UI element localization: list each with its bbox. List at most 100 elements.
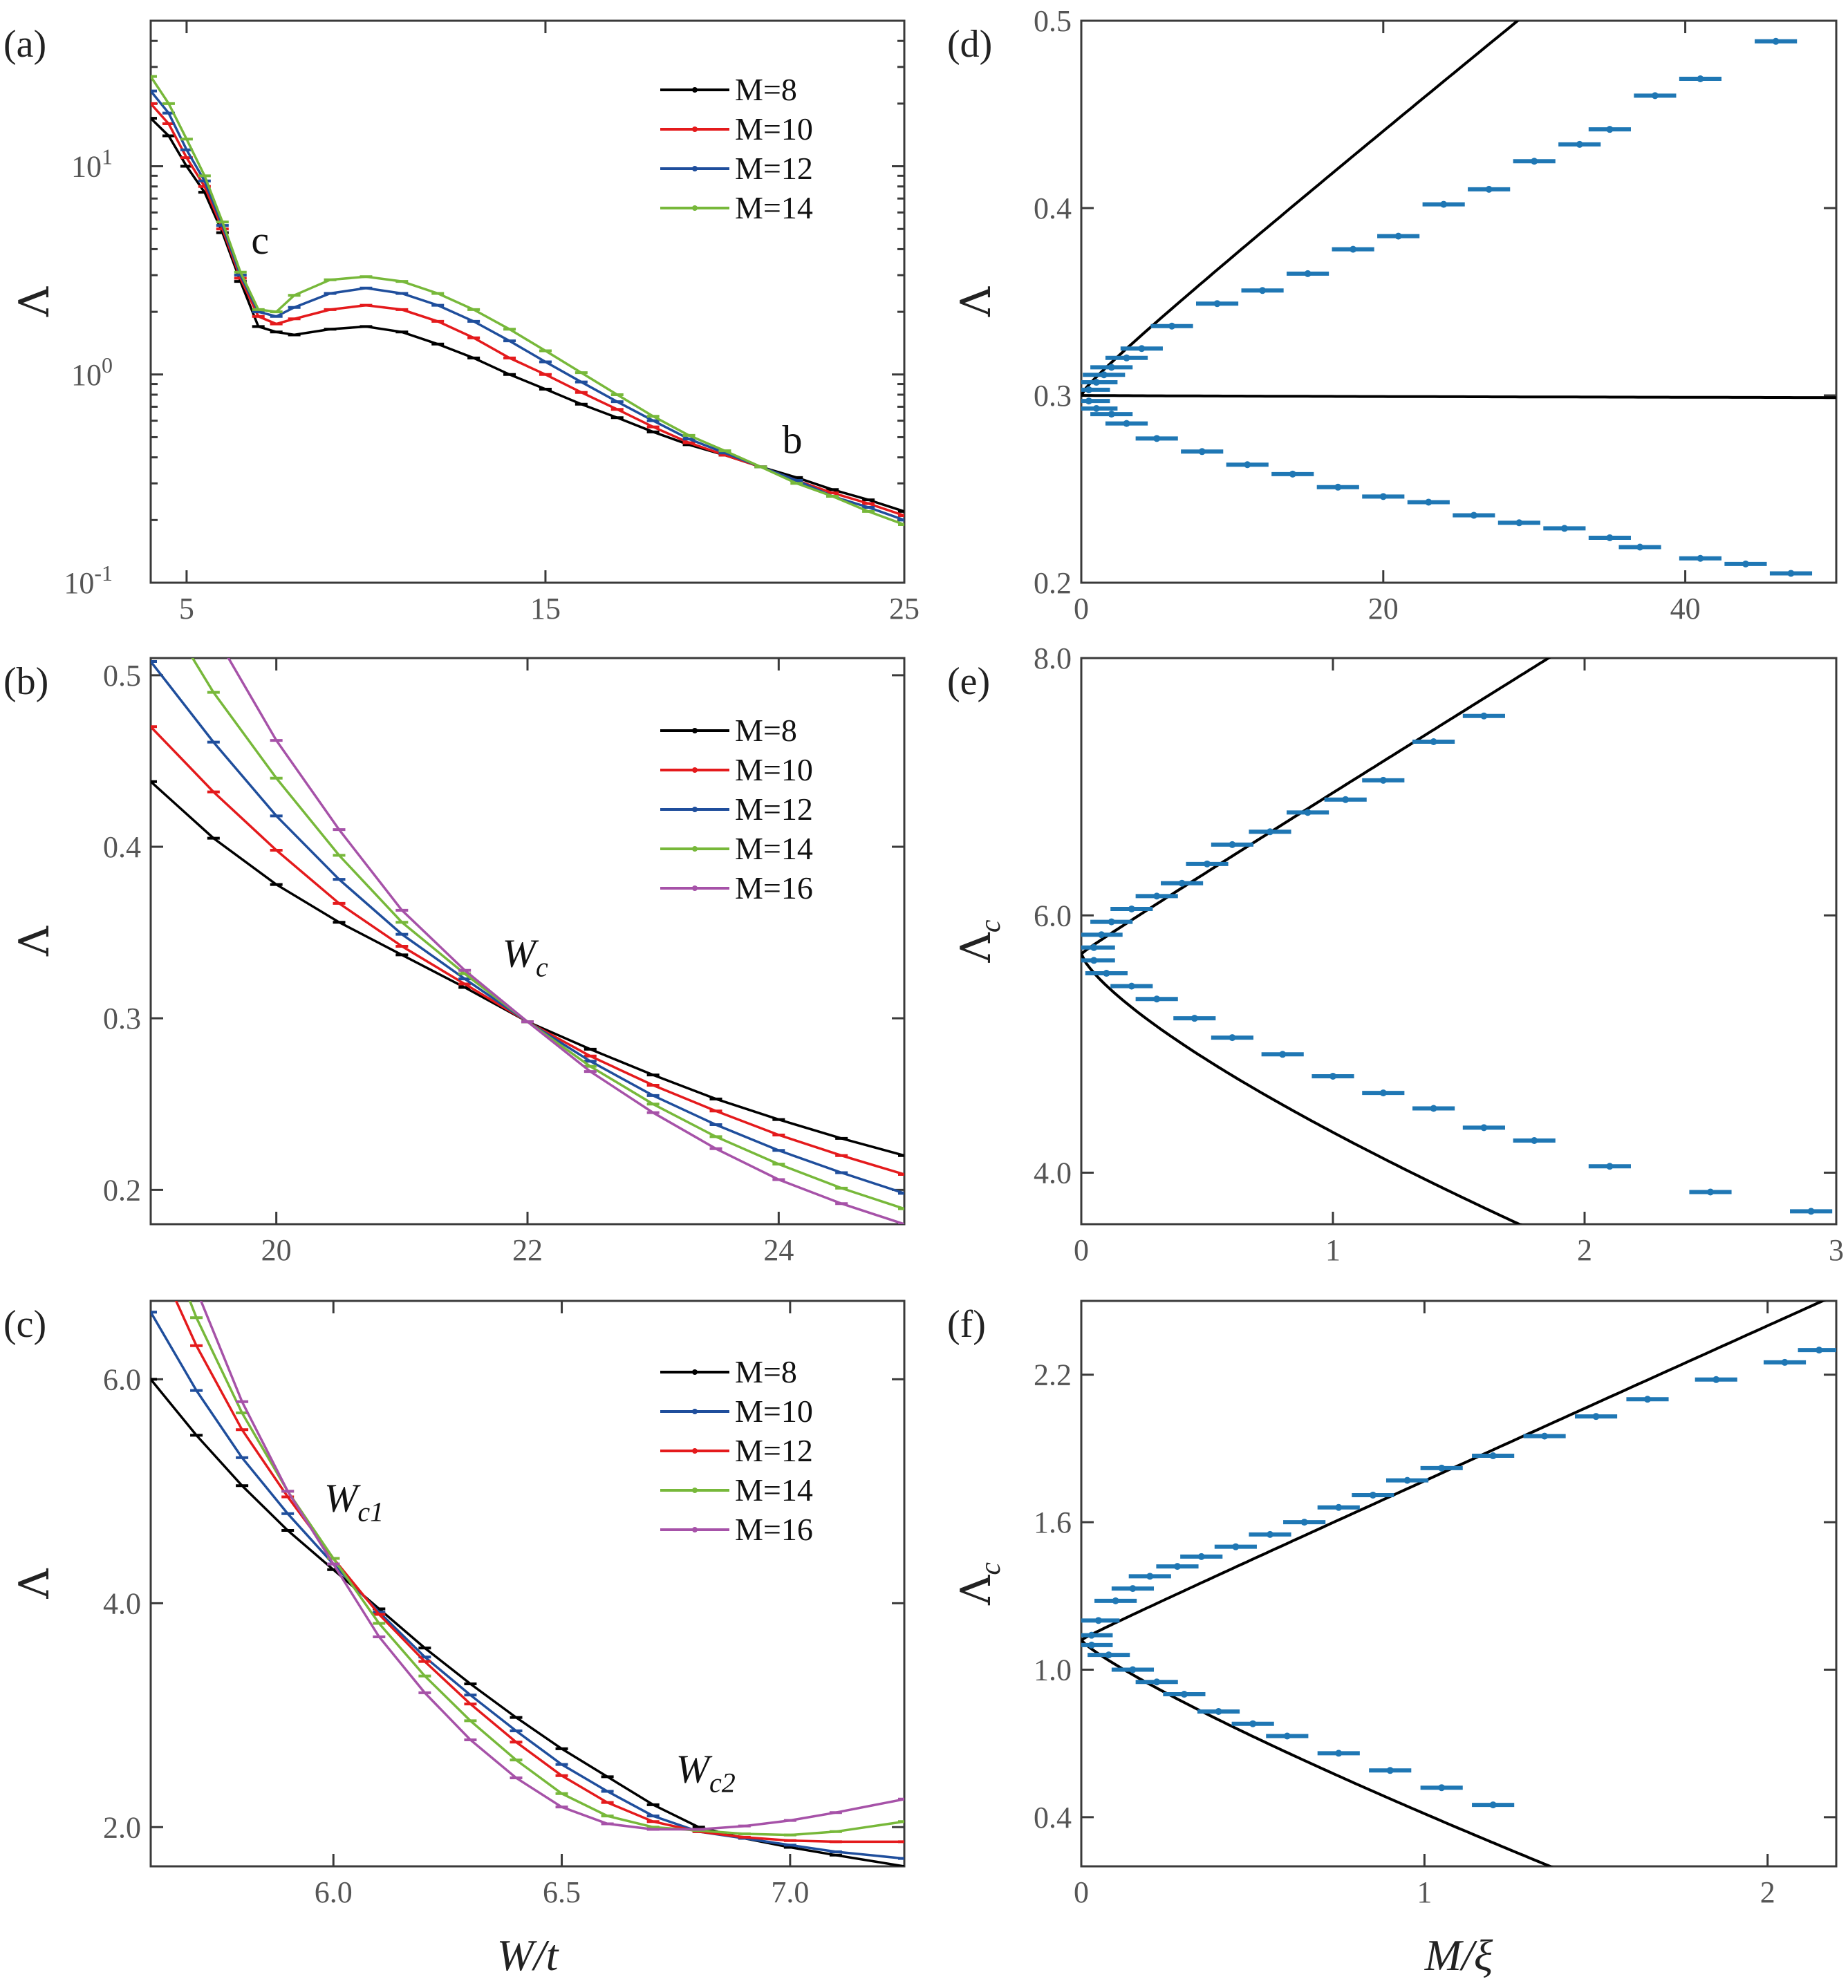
legend-label: M=8 [735,72,797,107]
y-tick-label: 101 [71,144,113,184]
data-point-marker [1173,1563,1181,1570]
data-point-marker [1128,982,1135,990]
plot-frame [1080,657,1838,1226]
data-point-marker [1489,1801,1497,1809]
data-point-marker [1430,738,1437,745]
annotation: c [251,218,269,263]
data-point-marker [1425,498,1432,506]
data-point-marker [1105,1651,1112,1659]
data-point-marker [1128,905,1135,912]
x-tick-label: 15 [530,592,561,626]
data-point-marker [1816,1347,1823,1354]
data-point-marker [1712,1376,1720,1383]
legend-marker [692,846,698,852]
legend-marker [692,807,698,812]
legend-label: M=16 [735,870,813,906]
plot-area [151,75,904,527]
data-point-marker [1129,1666,1137,1673]
data-point-marker [1178,879,1186,887]
legend: M=8 M=10 M=12 M=14 [660,72,813,225]
legend-label: M=8 [735,713,797,748]
data-point-marker [1153,1678,1161,1686]
data-point-marker [1289,470,1296,478]
x-tick-label: 2 [1760,1875,1775,1909]
data-point-marker [1480,1124,1488,1132]
data-point-marker [1229,841,1236,848]
data-point-marker [1592,1413,1600,1420]
y-axis-label: Λc [952,1562,1007,1606]
legend-label: M=14 [735,190,813,225]
data-point-marker [1438,1784,1446,1792]
x-tick-label: 3 [1829,1233,1844,1267]
data-point-marker [1168,322,1176,330]
y-tick-label: 0.3 [1034,379,1072,413]
legend-label: M=12 [735,151,813,186]
data-point-marker [1485,185,1493,193]
data-point-marker [1103,970,1110,977]
data-point-marker [1092,379,1100,386]
data-point-marker [1232,1543,1240,1550]
fit-curve-lower [1081,1639,1554,1866]
annotation: Wc2 [676,1747,736,1799]
data-point-marker [1108,364,1115,371]
plot-frame [1080,19,1838,584]
y-tick-label: 0.5 [1034,4,1072,38]
y-tick-label: 0.4 [1034,1801,1072,1835]
panel-label: (f) [947,1303,986,1346]
panel-label: (c) [3,1303,46,1346]
legend-marker [692,1488,698,1493]
legend-label: M=16 [735,1512,813,1547]
legend-label: M=10 [735,111,813,147]
data-point-marker [1085,386,1092,393]
data-point-marker [1304,270,1312,277]
data-point-marker [1153,995,1161,1003]
data-point-marker [1191,1015,1198,1022]
fit-curve-lower [1081,394,1836,400]
data-point-marker [1197,1553,1205,1560]
x-tick-label: 20 [1368,592,1399,626]
x-tick-label: 24 [763,1233,794,1267]
data-point-marker [1244,461,1251,469]
y-tick-label: 6.0 [103,1362,141,1396]
y-axis-label: Λc [952,919,1007,963]
data-point-marker [1334,483,1342,491]
x-tick-label: 40 [1670,592,1701,626]
y-tick-label: 6.0 [1034,899,1072,932]
plot-frame [149,1300,906,1868]
data-point-marker [1098,931,1105,939]
legend-marker [692,205,698,211]
fit-curve-lower [1081,953,1523,1224]
y-tick-label: 0.3 [103,1002,141,1035]
legend-marker [692,166,698,171]
annotation-sub: c [536,952,548,983]
legend-label: M=14 [735,1472,813,1508]
plot-area [1081,21,1836,577]
data-point-marker [1772,37,1780,45]
legend-marker [692,1369,698,1375]
y-tick-label: 0.2 [103,1173,141,1207]
legend-marker [692,126,698,132]
data-point-marker [1386,1767,1394,1774]
data-point-marker [1350,245,1357,253]
data-point-marker [1129,1585,1137,1593]
panel-label: (e) [947,660,990,703]
annotation: b [783,417,803,462]
data-point-marker [1215,1707,1222,1715]
panel-f: (f) 0 1 2 2.2 1.6 1.0 0.4 Λc M/ξ [947,1300,1838,1980]
legend-label: M=14 [735,831,813,866]
y-tick-label: 4.0 [1034,1156,1072,1190]
data-point-marker [1108,411,1115,418]
data-point-marker [1379,493,1387,500]
data-point-marker [1470,512,1477,519]
data-point-marker [1531,158,1538,165]
data-point-marker [1213,300,1221,308]
data-point-marker [1094,1617,1102,1624]
x-tick-label: 1 [1325,1233,1341,1267]
plot-area [1081,658,1833,1224]
y-axis-label: Λ [10,1568,59,1600]
data-point-marker [1560,525,1568,532]
data-point-marker [1403,1476,1411,1484]
data-point-marker [1267,1530,1273,1538]
panel-label: (b) [3,660,48,703]
